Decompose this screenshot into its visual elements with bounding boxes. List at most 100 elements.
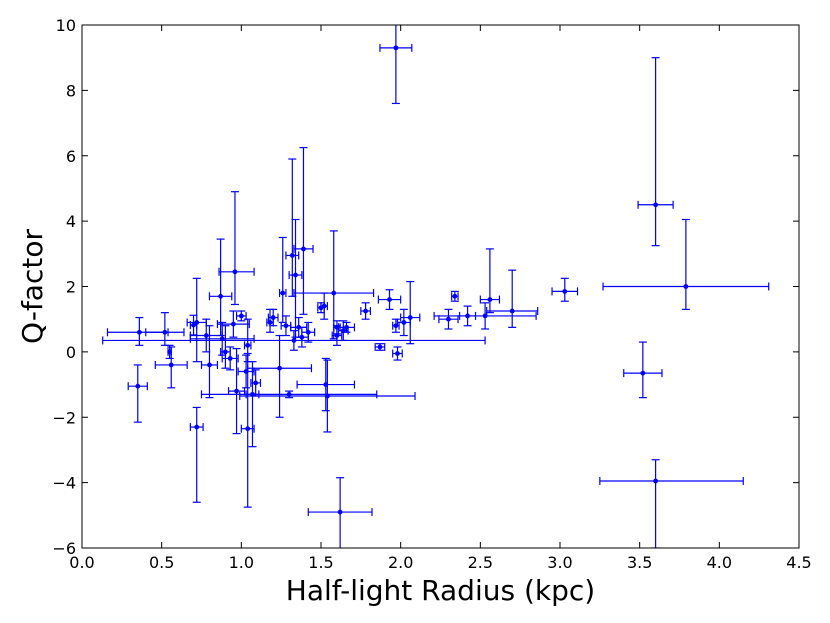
x-tick-label: 0.5 (149, 553, 174, 572)
error-bar-17 (235, 310, 247, 322)
data-point-19 (243, 369, 249, 374)
data-point-1 (135, 383, 141, 389)
error-bar-49 (379, 25, 413, 105)
error-bar-55 (450, 290, 459, 302)
error-bar-14 (218, 191, 255, 306)
data-point-29 (291, 338, 297, 343)
x-axis-ticks: 0.0 0.5 1.0 1.5 2.0 2.5 3.0 3.5 4.0 4.5 (69, 25, 812, 572)
data-point-59 (509, 308, 515, 314)
data-point-16 (230, 321, 236, 327)
x-tick-label: 2.5 (468, 553, 493, 572)
data-point-34 (286, 391, 292, 397)
error-bar-1 (127, 364, 148, 423)
data-point-50 (393, 323, 399, 329)
data-point-47 (377, 344, 383, 350)
data-point-42 (334, 333, 340, 338)
x-tick-label: 4.0 (707, 553, 732, 572)
data-point-49 (393, 45, 399, 51)
data-point-55 (452, 293, 458, 299)
error-bars-group (102, 25, 770, 548)
data-point-12 (223, 349, 228, 355)
data-point-62 (653, 202, 658, 208)
error-bar-25 (247, 334, 313, 418)
data-point-0 (136, 329, 142, 335)
x-tick-label: 1.5 (308, 553, 333, 572)
data-point-21 (250, 391, 255, 397)
y-tick-label: 6 (66, 147, 76, 166)
data-point-57 (482, 313, 488, 319)
data-point-30 (293, 272, 298, 278)
error-bar-63 (599, 459, 744, 548)
data-point-6 (194, 320, 200, 325)
data-point-43 (340, 328, 346, 334)
data-point-61 (640, 370, 646, 376)
x-tick-label: 1.0 (229, 553, 254, 572)
data-point-32 (299, 334, 305, 340)
error-bar-45 (307, 477, 373, 548)
data-point-26 (280, 290, 286, 296)
y-tick-label: −6 (52, 539, 76, 558)
y-tick-label: 2 (66, 278, 76, 297)
data-point-56 (465, 313, 470, 319)
error-bar-7 (189, 406, 204, 503)
data-point-31 (296, 324, 302, 330)
x-tick-label: 4.5 (786, 553, 811, 572)
data-point-15 (234, 388, 239, 394)
data-point-13 (227, 356, 233, 361)
data-point-58 (487, 297, 493, 302)
data-point-40 (331, 290, 337, 296)
data-point-46 (363, 308, 369, 314)
data-point-51 (395, 351, 400, 356)
data-point-48 (387, 297, 392, 302)
data-point-38 (323, 382, 329, 387)
error-bar-26 (278, 236, 287, 324)
error-bar-24 (267, 308, 279, 327)
y-tick-label: −2 (52, 408, 76, 427)
data-point-41 (334, 324, 340, 330)
data-point-37 (321, 303, 327, 309)
data-point-44 (344, 324, 349, 330)
y-tick-label: 8 (66, 81, 76, 100)
data-point-35 (305, 329, 311, 335)
data-point-20 (245, 426, 251, 432)
data-point-4 (168, 362, 174, 368)
data-point-28 (289, 253, 295, 258)
data-point-14 (232, 269, 238, 275)
data-point-52 (401, 320, 407, 325)
y-axis-ticks: −6 −4 −2 0 2 4 6 8 10 (52, 16, 799, 558)
data-point-11 (219, 336, 225, 342)
x-axis-title: Half-light Radius (kpc) (286, 574, 595, 607)
y-tick-label: −4 (52, 474, 76, 493)
y-tick-label: 10 (56, 16, 76, 35)
data-point-10 (218, 293, 224, 299)
error-bar-9 (200, 325, 219, 399)
data-point-24 (270, 315, 276, 320)
data-point-18 (245, 342, 251, 348)
data-point-60 (562, 289, 568, 294)
data-point-64 (683, 284, 689, 289)
data-points-group (135, 45, 689, 515)
data-point-8 (203, 333, 209, 338)
x-tick-label: 3.5 (627, 553, 652, 572)
data-point-2 (162, 329, 168, 335)
error-bar-64 (602, 218, 770, 310)
x-tick-label: 2.0 (388, 553, 413, 572)
data-point-7 (194, 424, 200, 430)
error-bar-61 (623, 341, 663, 399)
y-tick-label: 0 (66, 343, 76, 362)
error-bar-10 (208, 238, 233, 337)
y-axis-title: Q-factor (16, 229, 49, 344)
y-tick-label: 4 (66, 212, 76, 231)
data-point-17 (238, 313, 244, 319)
data-point-5 (191, 322, 196, 328)
data-point-53 (407, 315, 413, 320)
data-point-25 (277, 365, 282, 371)
data-point-9 (207, 362, 212, 368)
x-tick-label: 0.0 (69, 553, 94, 572)
data-point-27 (283, 323, 289, 329)
error-bar-6 (186, 277, 207, 363)
data-point-54 (446, 316, 451, 322)
data-point-39 (324, 393, 330, 399)
data-point-22 (253, 380, 259, 386)
